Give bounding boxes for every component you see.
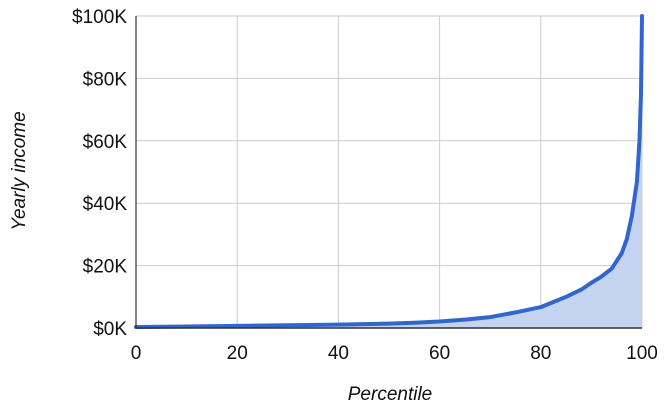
y-tick-label: $0K: [93, 319, 127, 340]
plot-area: [134, 14, 644, 330]
x-tick-label: 80: [530, 343, 551, 364]
x-tick-label: 40: [328, 343, 349, 364]
y-tick-label: $80K: [83, 69, 128, 90]
x-tick-label: 20: [227, 343, 248, 364]
income-area-fill: [136, 16, 642, 328]
x-axis-title: Percentile: [348, 384, 433, 405]
x-tick-label: 60: [429, 343, 450, 364]
income-line: [134, 14, 644, 330]
axes: [135, 16, 642, 329]
y-tick-label: $40K: [83, 194, 128, 215]
y-axis-title: Yearly income: [9, 111, 30, 230]
tick-labels: $0K $20K $40K $60K $80K $100K 0 20 40 60 80 100: [72, 7, 658, 364]
x-tick-label: 100: [626, 343, 658, 364]
grid-lines: [136, 15, 643, 328]
y-tick-label: $60K: [83, 132, 128, 153]
y-tick-label: $100K: [72, 7, 127, 28]
x-tick-label: 0: [131, 343, 142, 364]
y-tick-label: $20K: [83, 257, 128, 278]
